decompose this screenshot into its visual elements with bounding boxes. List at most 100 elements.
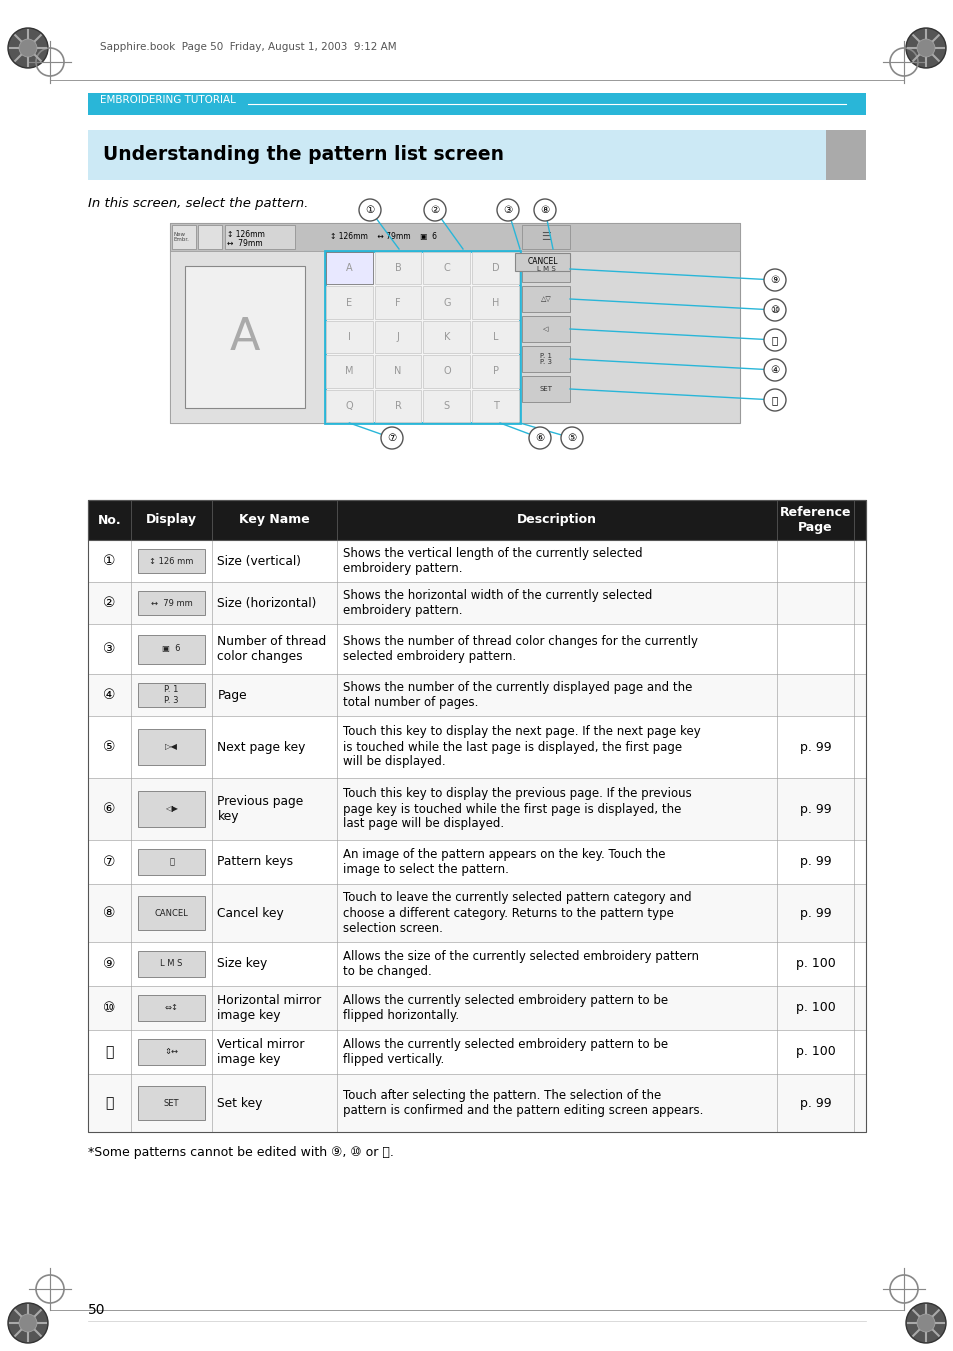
Text: ②: ② [103,596,115,611]
Bar [375,253,421,285]
Text: Shows the number of the currently displayed page and the
total number of pages.: Shows the number of the currently displa… [342,681,692,709]
Text: △▽: △▽ [540,296,551,303]
Bar [521,226,569,249]
Bar [185,266,305,408]
Text: ⑦: ⑦ [387,434,396,443]
Bar [326,253,373,285]
Text: ↕ 126mm: ↕ 126mm [227,230,265,239]
Text: p. 100: p. 100 [795,958,835,970]
Text: M: M [345,366,354,377]
Text: ⑫: ⑫ [771,394,778,405]
Circle shape [19,1315,37,1332]
Bar [472,355,518,388]
Text: Pattern keys: Pattern keys [217,855,294,869]
Circle shape [497,199,518,222]
Text: ⇕↔: ⇕↔ [165,1047,178,1056]
Text: p. 99: p. 99 [799,740,830,754]
Text: ①: ① [103,554,115,567]
Text: D: D [492,263,499,273]
Text: Understanding the pattern list screen: Understanding the pattern list screen [103,146,503,165]
Text: L M S: L M S [536,266,555,272]
Bar [423,320,470,353]
Text: Previous page
key: Previous page key [217,794,303,823]
Text: p. 99: p. 99 [799,802,830,816]
Bar [138,792,205,827]
Circle shape [358,199,380,222]
Text: P: P [492,366,498,377]
Text: An image of the pattern appears on the key. Touch the
image to select the patter: An image of the pattern appears on the k… [342,848,665,875]
Bar [326,355,373,388]
Circle shape [8,1302,48,1343]
Circle shape [916,39,934,57]
Bar [88,674,865,716]
Text: In this screen, select the pattern.: In this screen, select the pattern. [88,197,308,209]
Text: Shows the vertical length of the currently selected
embroidery pattern.: Shows the vertical length of the current… [342,547,642,576]
Circle shape [380,427,402,449]
Text: Number of thread
color changes: Number of thread color changes [217,635,326,663]
Bar [88,716,865,778]
Text: G: G [442,297,450,308]
Bar [88,1074,865,1132]
Text: ⑫: ⑫ [105,1096,113,1111]
Text: ◁▶: ◁▶ [165,804,178,813]
Text: Allows the size of the currently selected embroidery pattern
to be changed.: Allows the size of the currently selecte… [342,950,699,978]
Bar [521,316,569,342]
Text: Key Name: Key Name [239,513,310,527]
Text: Page: Page [217,689,247,701]
Bar [138,996,205,1021]
Circle shape [560,427,582,449]
Text: New
Embr.: New Embr. [173,231,190,242]
Bar [472,320,518,353]
Text: ③: ③ [103,642,115,657]
Text: S: S [443,401,450,411]
Text: Cancel key: Cancel key [217,907,284,920]
Circle shape [423,199,446,222]
Text: ④: ④ [770,365,779,376]
Text: B: B [395,263,401,273]
Text: P. 1
P. 3: P. 1 P. 3 [164,685,179,705]
Bar [472,389,518,422]
Text: ⑤: ⑤ [103,740,115,754]
Bar [138,549,205,573]
Text: ␀: ␀ [169,858,174,866]
Bar [521,286,569,312]
Text: Size (vertical): Size (vertical) [217,554,301,567]
Text: Set key: Set key [217,1097,263,1109]
Bar [138,896,205,929]
Text: ⑥: ⑥ [535,434,544,443]
Text: ⑨: ⑨ [103,957,115,971]
Circle shape [905,1302,945,1343]
Text: Next page key: Next page key [217,740,306,754]
Bar [225,226,294,249]
Text: p. 100: p. 100 [795,1001,835,1015]
Text: CANCEL: CANCEL [527,258,558,266]
Text: ▷◀: ▷◀ [165,743,178,751]
Text: 50: 50 [88,1302,106,1317]
Text: F: F [395,297,400,308]
Text: Horizontal mirror
image key: Horizontal mirror image key [217,994,321,1021]
Bar [88,986,865,1029]
Text: EMBROIDERING TUTORIAL: EMBROIDERING TUTORIAL [100,95,235,105]
Text: Size key: Size key [217,958,268,970]
Text: p. 99: p. 99 [799,1097,830,1109]
Bar [521,376,569,403]
Bar [138,850,205,874]
Text: CANCEL: CANCEL [154,908,189,917]
Text: ↕ 126mm    ↔ 79mm    ▣  6: ↕ 126mm ↔ 79mm ▣ 6 [330,232,436,240]
Text: SET: SET [164,1098,179,1108]
Bar [472,286,518,319]
Text: ⑤: ⑤ [567,434,576,443]
Text: ⇔↕: ⇔↕ [165,1004,178,1012]
Text: ③: ③ [503,205,512,215]
Text: Description: Description [517,513,597,527]
Text: R: R [395,401,401,411]
Bar [423,389,470,422]
Text: A: A [346,263,353,273]
Circle shape [19,39,37,57]
Bar [88,840,865,884]
Text: ☰: ☰ [540,232,551,242]
Bar [472,253,518,285]
Bar [88,778,865,840]
Text: Shows the number of thread color changes for the currently
selected embroidery p: Shows the number of thread color changes… [342,635,698,663]
Circle shape [763,330,785,351]
